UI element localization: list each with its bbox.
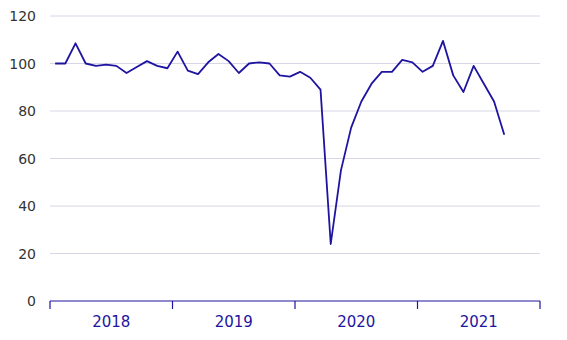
x-tick-label: 2018 [92,313,130,331]
grid-line [50,253,540,254]
grid-line [50,206,540,207]
plot-area [55,41,504,244]
x-tick [294,301,295,309]
x-tick [49,301,50,309]
y-tick-label: 20 [18,246,36,262]
data-line [55,41,504,244]
y-tick-label: 100 [9,56,36,72]
grid-line [50,111,540,112]
y-tick-label: 40 [18,198,36,214]
x-tick [417,301,418,309]
y-tick-label: 0 [27,293,36,309]
chart-container: 0 20 40 60 80 100 120 2018 2019 2020 2021 [0,0,567,340]
y-tick-label: 80 [18,103,36,119]
chart: 0 20 40 60 80 100 120 2018 2019 2020 2021 [0,0,567,340]
x-tick-label: 2019 [215,313,253,331]
grid-line [50,158,540,159]
y-tick-label: 60 [18,151,36,167]
x-tick-label: 2021 [460,313,498,331]
grid-line [50,16,540,17]
x-tick [172,301,173,309]
x-tick [539,301,540,309]
grid-line [50,63,540,64]
x-tick-label: 2020 [337,313,375,331]
y-tick-label: 120 [9,8,36,24]
